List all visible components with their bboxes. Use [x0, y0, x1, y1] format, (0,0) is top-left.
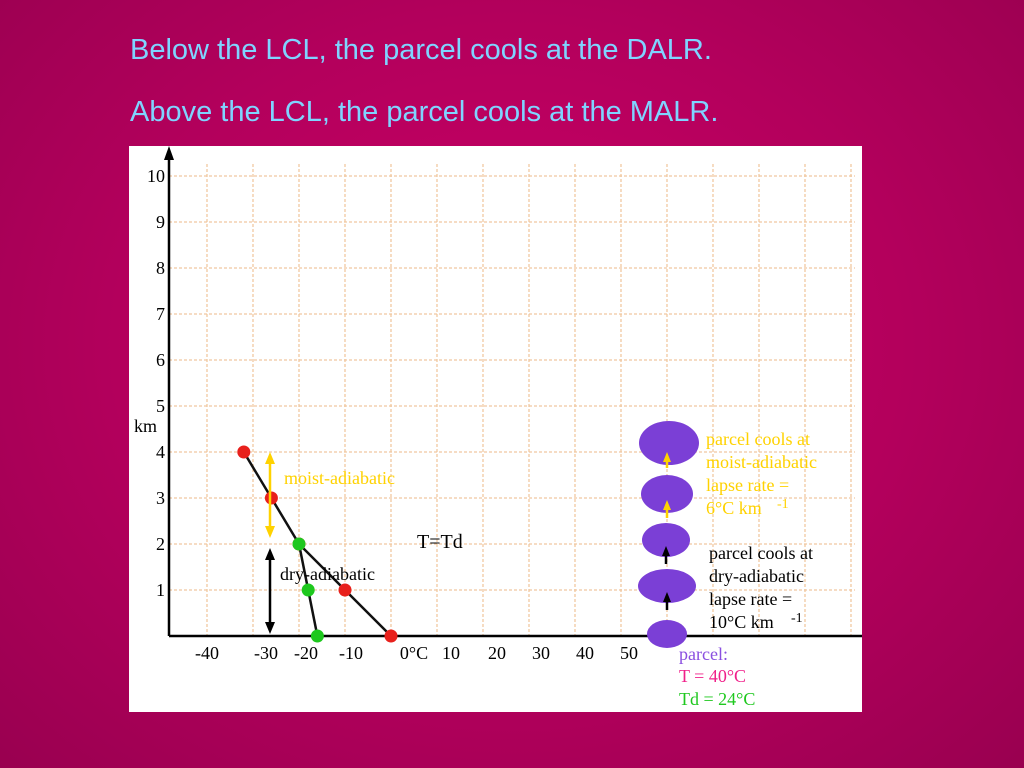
parcel-arrow-head [663, 500, 671, 510]
dry-arrow-head-down [265, 622, 275, 634]
parcel-arrow-head [663, 592, 671, 602]
moist-adiabatic-label: moist-adiabatic [284, 468, 395, 488]
parcel-column [638, 421, 699, 648]
moist-arrow-head-up [265, 452, 275, 464]
x-tick-label: 30 [532, 643, 550, 663]
x-tick-label: -20 [294, 643, 318, 663]
dry-rate-text-1: parcel cools at [709, 543, 813, 563]
parcel-title: parcel: [679, 644, 728, 664]
y-tick-label: 2 [156, 534, 165, 554]
parcel-temperature: T = 40°C [679, 666, 746, 686]
y-tick-label: 3 [156, 488, 165, 508]
moist-rate-text-4: 6°C km [706, 498, 762, 518]
lcl-label: T=Td [417, 531, 463, 553]
x-tick-label: 50 [620, 643, 638, 663]
parcel-arrow-head [662, 546, 670, 556]
lapse-rate-chart: 1 2 3 4 5 6 7 8 9 10 km -40 -30 -20 -10 0°C 10 20 30 40 50 T… [134, 146, 862, 709]
parcel-arrow-head [663, 452, 671, 462]
moist-rate-exponent: -1 [777, 497, 789, 512]
dry-adiabatic-label: dry-adiabatic [280, 564, 375, 584]
lapse-rate-diagram: 1 2 3 4 5 6 7 8 9 10 km -40 -30 -20 -10 0°C 10 20 30 40 50 T… [129, 146, 862, 712]
parcel-dewpoint: Td = 24°C [679, 689, 755, 709]
axes [164, 146, 862, 638]
parcel-level-4 [639, 421, 699, 465]
y-tick-label: 8 [156, 258, 165, 278]
x-tick-label: -10 [339, 643, 363, 663]
dry-rate-text-2: dry-adiabatic [709, 566, 804, 586]
data-point-green [292, 537, 306, 551]
parcel-level-3 [641, 475, 693, 513]
x-tick-label: 0°C [400, 643, 428, 663]
series [237, 445, 398, 643]
data-point-green [310, 629, 324, 643]
data-point-red [384, 629, 398, 643]
y-tick-label: 1 [156, 580, 165, 600]
tick-labels: 1 2 3 4 5 6 7 8 9 10 km -40 -30 -20 -10 0°C 10 20 30 40 50 [134, 166, 638, 663]
y-tick-label: 9 [156, 212, 165, 232]
x-tick-label: 10 [442, 643, 460, 663]
dry-arrow-head-up [265, 548, 275, 560]
y-tick-label: 5 [156, 396, 165, 416]
parcel-level-2 [642, 523, 690, 557]
data-point-green [301, 583, 315, 597]
grid [169, 164, 855, 636]
y-axis-label: km [134, 416, 157, 436]
y-tick-label: 6 [156, 350, 165, 370]
dry-rate-text-4: 10°C km [709, 612, 774, 632]
data-point-red [264, 491, 278, 505]
dry-rate-text-3: lapse rate = [709, 589, 792, 609]
dry-rate-exponent: -1 [791, 611, 803, 626]
y-tick-label: 10 [147, 166, 165, 186]
annotations: T=Td moist-adiabatic dry-adiabatic parcel c… [265, 429, 817, 709]
y-tick-label: 4 [156, 442, 165, 462]
moist-arrow-head-down [265, 526, 275, 538]
y-axis-arrowhead [164, 146, 174, 160]
data-point-red [338, 583, 352, 597]
moist-rate-text-2: moist-adiabatic [706, 452, 817, 472]
x-tick-label: 20 [488, 643, 506, 663]
heading-malr: Above the LCL, the parcel cools at the M… [130, 96, 719, 128]
x-tick-label: 40 [576, 643, 594, 663]
y-tick-label: 7 [156, 304, 165, 324]
moist-rate-text-1: parcel cools at [706, 429, 810, 449]
x-tick-label: -40 [195, 643, 219, 663]
x-tick-label: -30 [254, 643, 278, 663]
parcel-level-1 [638, 569, 696, 603]
parcel-level-0 [647, 620, 687, 648]
heading-dalr: Below the LCL, the parcel cools at the D… [130, 34, 712, 66]
moist-rate-text-3: lapse rate = [706, 475, 789, 495]
data-point-red [237, 445, 251, 459]
